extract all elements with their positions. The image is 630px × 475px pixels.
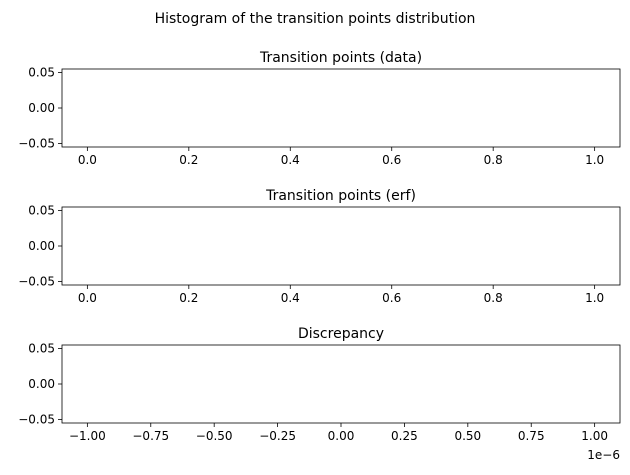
y-tick-label: 0.05 xyxy=(28,204,55,218)
figure-suptitle: Histogram of the transition points distr… xyxy=(155,11,476,27)
subplot-discrepancy: Discrepancy −1.00 −0.75 −0.50 −0.25 0.00 0.25 0… xyxy=(18,326,621,462)
x-tick-label: 0.0 xyxy=(78,153,97,167)
y-tick-label: 0.05 xyxy=(28,342,55,356)
axes-frame xyxy=(61,68,621,148)
subplot-title: Transition points (data) xyxy=(259,50,422,66)
subplot-title: Transition points (erf) xyxy=(265,188,416,204)
x-tick-label: 0.4 xyxy=(281,153,300,167)
x-tick-label: 0.25 xyxy=(391,429,418,443)
x-tick-label: 0.75 xyxy=(518,429,545,443)
x-tick-label: 1.0 xyxy=(585,291,604,305)
subplot-transition-points-erf: Transition points (erf) 0.0 0.2 0.4 0.6 0.8 1.… xyxy=(18,188,621,305)
x-offset-text: 1e−6 xyxy=(587,448,620,462)
y-tick-label: −0.05 xyxy=(18,136,55,150)
y-tick-label: 0.05 xyxy=(28,66,55,80)
x-tick-label: −0.25 xyxy=(259,429,296,443)
x-tick-label: 0.2 xyxy=(179,291,198,305)
subplot-transition-points-data: Transition points (data) 0.0 0.2 0.4 0.6 0.8 1… xyxy=(18,50,621,167)
x-tick-label: −0.50 xyxy=(196,429,233,443)
x-tick-label: 0.8 xyxy=(484,153,503,167)
x-tick-label: 0.4 xyxy=(281,291,300,305)
x-tick-label: 0.6 xyxy=(382,291,401,305)
y-tick-label: 0.00 xyxy=(28,377,55,391)
x-tick-label: 0.8 xyxy=(484,291,503,305)
axes-frame xyxy=(61,344,621,424)
x-tick-label: 0.2 xyxy=(179,153,198,167)
axes-frame xyxy=(61,206,621,286)
x-tick-label: 0.0 xyxy=(78,291,97,305)
x-tick-label: 0.6 xyxy=(382,153,401,167)
x-tick-label: 1.0 xyxy=(585,153,604,167)
x-tick-label: 0.00 xyxy=(328,429,355,443)
x-tick-label: 1.00 xyxy=(581,429,608,443)
subplot-title: Discrepancy xyxy=(298,326,384,342)
x-tick-label: −1.00 xyxy=(69,429,106,443)
y-tick-label: −0.05 xyxy=(18,274,55,288)
y-tick-label: 0.00 xyxy=(28,101,55,115)
x-tick-label: −0.75 xyxy=(132,429,169,443)
x-tick-label: 0.50 xyxy=(454,429,481,443)
y-tick-label: −0.05 xyxy=(18,412,55,426)
y-tick-label: 0.00 xyxy=(28,239,55,253)
